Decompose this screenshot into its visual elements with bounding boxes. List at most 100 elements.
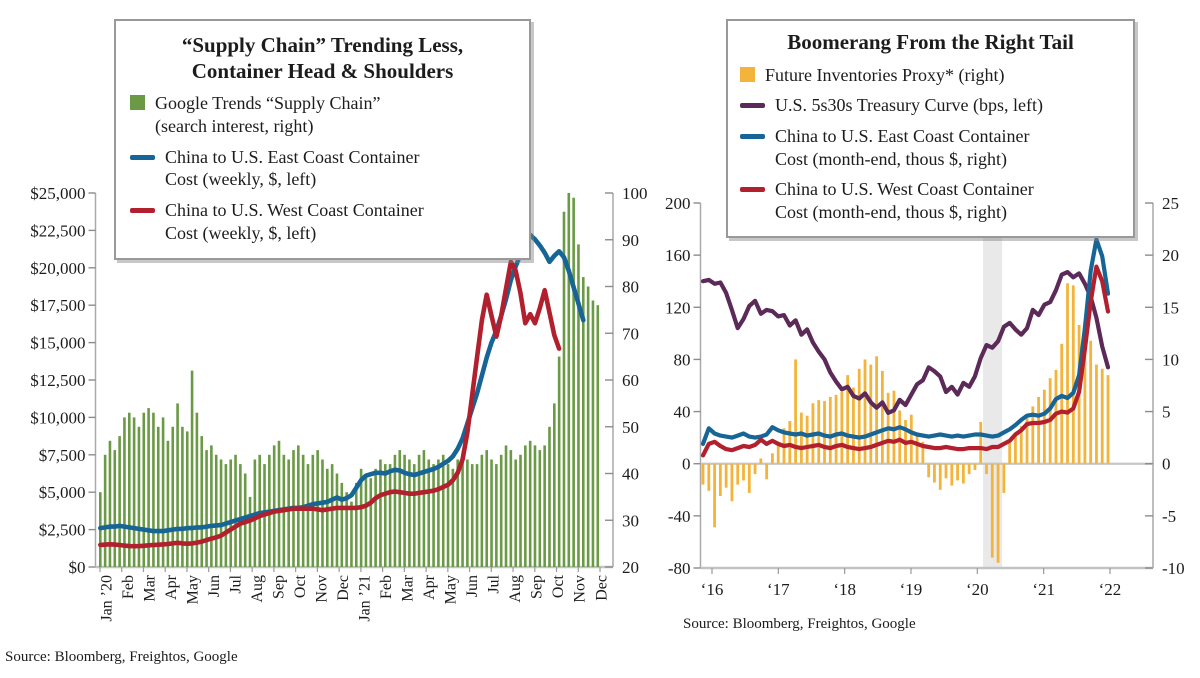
svg-text:Apr: Apr [163,574,180,600]
svg-text:20: 20 [622,558,639,577]
svg-text:90: 90 [622,231,639,250]
svg-text:50: 50 [622,418,639,437]
svg-text:Jun: Jun [206,575,223,597]
x-axis-ticks [99,567,601,572]
svg-text:60: 60 [622,371,639,390]
legend-label-inventories-proxy: Future Inventories Proxy* (right) [765,64,1005,85]
bars-series [701,283,1110,563]
svg-text:25: 25 [1162,194,1179,213]
svg-text:100: 100 [622,184,648,203]
svg-text:Sep: Sep [270,575,287,599]
left-chart-title-line1: “Supply Chain” Trending Less, [181,33,464,57]
svg-text:Jul: Jul [486,574,503,593]
svg-text:$12,500: $12,500 [30,371,85,390]
west-coast-monthly-swatch-icon [740,187,765,193]
svg-text:Sep: Sep [529,575,546,599]
svg-text:160: 160 [665,246,691,265]
left-chart-title: “Supply Chain” Trending Less, Container … [130,33,515,84]
legend-item-east-coast-monthly: China to U.S. East Coast Container Cost … [740,125,1121,170]
svg-text:$25,000: $25,000 [30,184,85,203]
series-line-2 [700,264,1111,458]
svg-text:Dec: Dec [335,575,352,601]
svg-text:Jul: Jul [227,574,244,593]
legend-item-treasury-curve: U.S. 5s30s Treasury Curve (bps, left) [740,94,1121,117]
svg-text:Nov: Nov [314,575,331,603]
inventories-proxy-swatch-icon [740,66,755,82]
svg-text:‘20: ‘20 [966,580,989,599]
svg-text:80: 80 [622,278,639,297]
svg-text:5: 5 [1162,403,1171,422]
svg-text:10: 10 [1162,350,1179,369]
legend-item-west-coast-weekly: China to U.S. West Coast Container Cost … [130,199,515,244]
svg-text:20: 20 [1162,246,1179,265]
svg-text:‘18: ‘18 [833,580,856,599]
svg-text:Oct: Oct [292,574,309,598]
svg-text:Aug: Aug [249,575,266,603]
legend-label-google-trends: Google Trends “Supply Chain” (search int… [155,93,381,136]
svg-text:$20,000: $20,000 [30,259,85,278]
svg-text:80: 80 [674,350,691,369]
svg-text:Jun: Jun [464,575,481,597]
svg-text:‘16: ‘16 [701,580,724,599]
legend-label-treasury-curve: U.S. 5s30s Treasury Curve (bps, left) [775,95,1043,116]
svg-text:$15,000: $15,000 [30,334,85,353]
svg-text:120: 120 [665,298,691,317]
right-axis-tick-labels: 25 20 15 10 5 0 -5 -10 [1145,194,1185,578]
chart-left: $25,000 $22,500 $20,000 $17,500 $15,000 $12,5… [30,184,647,622]
series-line-0 [700,270,1111,415]
svg-text:Feb: Feb [120,575,137,599]
legend-label-east-coast-monthly: China to U.S. East Coast Container Cost … [775,125,1030,169]
legend-item-east-coast-weekly: China to U.S. East Coast Container Cost … [130,146,515,191]
svg-text:$0: $0 [69,558,86,577]
left-chart-legend: “Supply Chain” Trending Less, Container … [114,19,531,261]
legend-item-west-coast-monthly: China to U.S. West Coast Container Cost … [740,178,1121,223]
svg-text:Jan ’20: Jan ’20 [98,575,115,622]
axes [699,203,1154,570]
svg-text:Apr: Apr [421,574,438,600]
svg-text:15: 15 [1162,298,1179,317]
svg-text:Jan ’21: Jan ’21 [357,575,374,622]
legend-label-west-coast-monthly: China to U.S. West Coast Container Cost … [775,179,1034,222]
svg-text:$10,000: $10,000 [30,408,85,427]
left-axis-tick-labels: $25,000 $22,500 $20,000 $17,500 $15,000 $12,5… [30,184,96,577]
svg-text:‘19: ‘19 [900,580,923,599]
svg-text:‘22: ‘22 [1099,580,1122,599]
legend-label-east-coast-weekly: China to U.S. East Coast Container Cost … [165,146,420,190]
left-chart-source: Source: Bloomberg, Freightos, Google [5,649,238,665]
svg-text:Mar: Mar [141,574,158,601]
svg-text:-80: -80 [668,559,691,578]
right-chart-title-line1: Boomerang From the Right Tail [787,30,1074,54]
svg-text:-10: -10 [1162,559,1185,578]
east-coast-monthly-swatch-icon [740,133,765,139]
right-chart-legend: Boomerang From the Right Tail Future Inv… [726,19,1135,238]
east-coast-line-swatch-icon [130,154,155,160]
series-line-1 [98,259,562,549]
svg-text:70: 70 [622,324,639,343]
svg-text:40: 40 [674,403,691,422]
svg-text:Nov: Nov [572,575,589,603]
treasury-curve-swatch-icon [740,103,765,109]
svg-text:0: 0 [1162,455,1171,474]
svg-text:$17,500: $17,500 [30,296,85,315]
svg-text:Dec: Dec [593,575,610,601]
google-trends-swatch-icon [130,95,145,111]
svg-text:30: 30 [622,511,639,530]
legend-label-west-coast-weekly: China to U.S. West Coast Container Cost … [165,199,424,243]
svg-text:$7,500: $7,500 [39,446,86,465]
left-axis-tick-labels: 200 160 120 80 40 0 -40 -80 [665,194,701,578]
x-axis-ticks [711,568,1111,574]
legend-item-google-trends: Google Trends “Supply Chain” (search int… [130,92,515,137]
left-chart-title-line2: Container Head & Shoulders [191,58,454,83]
svg-text:0: 0 [682,455,691,474]
svg-text:200: 200 [665,194,691,213]
svg-text:Mar: Mar [400,574,417,601]
right-chart-title: Boomerang From the Right Tail [740,30,1121,56]
svg-text:Oct: Oct [550,574,567,598]
svg-text:May: May [443,575,460,604]
svg-text:Feb: Feb [378,575,395,599]
svg-text:$2,500: $2,500 [39,521,86,540]
svg-text:‘21: ‘21 [1032,580,1055,599]
